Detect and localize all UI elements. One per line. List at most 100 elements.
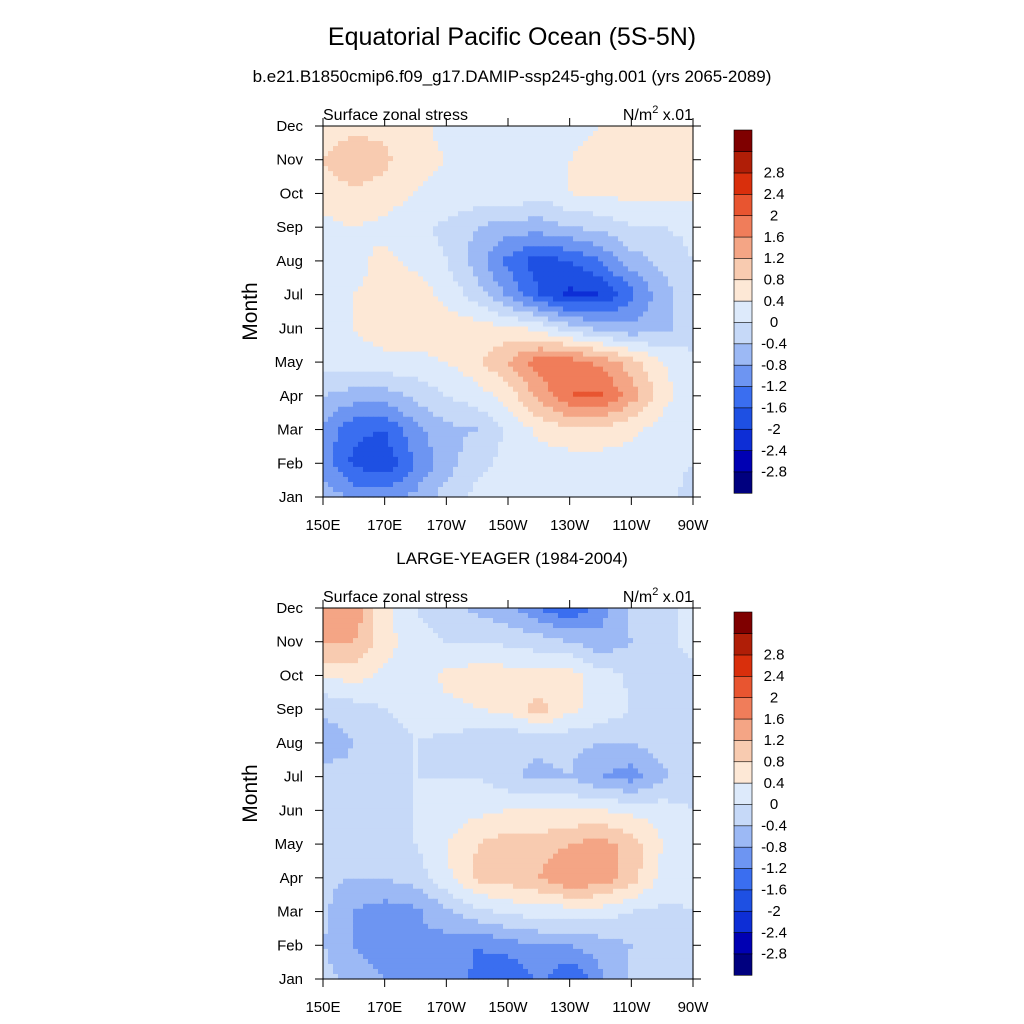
contour-cell [558, 201, 564, 207]
contour-cell [488, 176, 494, 182]
contour-cell [378, 446, 384, 453]
contour-cell [343, 281, 349, 288]
contour-cell [508, 411, 514, 418]
contour-cell [408, 296, 414, 303]
contour-cell [403, 156, 409, 162]
contour-cell [623, 266, 629, 272]
contour-cell [393, 371, 399, 378]
contour-cell [528, 306, 534, 313]
contour-cell [328, 296, 334, 303]
contour-cell [328, 431, 334, 438]
contour-cell [648, 366, 654, 373]
contour-cell [618, 446, 624, 453]
contour-cell [568, 236, 574, 242]
contour-cell [328, 216, 334, 222]
contour-cell [478, 356, 484, 363]
contour-cell [403, 171, 409, 177]
contour-cell [473, 356, 479, 363]
contour-cell [358, 161, 364, 167]
contour-cell [438, 351, 444, 358]
contour-cell [443, 356, 449, 363]
contour-cell [408, 206, 414, 212]
contour-cell [558, 441, 564, 448]
contour-cell [618, 311, 624, 318]
contour-cell [423, 401, 429, 408]
contour-cell [513, 426, 519, 433]
contour-cell [568, 406, 574, 413]
contour-cell [553, 186, 559, 192]
contour-cell [443, 326, 449, 333]
contour-cell [438, 356, 444, 363]
contour-cell [473, 246, 479, 252]
contour-cell [448, 221, 454, 227]
contour-cell [688, 251, 694, 257]
contour-cell [623, 371, 629, 378]
contour-cell [448, 446, 454, 453]
contour-cell [513, 411, 519, 418]
contour-cell [358, 311, 364, 318]
contour-cell [333, 191, 339, 197]
contour-cell [683, 296, 689, 303]
contour-cell [673, 381, 679, 388]
contour-cell [518, 336, 524, 343]
contour-cell [463, 221, 469, 227]
contour-cell [613, 171, 619, 177]
contour-cell [678, 211, 684, 217]
contour-cell [613, 366, 619, 373]
contour-cell [393, 366, 399, 373]
contour-cell [428, 436, 434, 443]
contour-cell [443, 341, 449, 348]
contour-cell [553, 281, 559, 288]
contour-cell [633, 291, 639, 298]
contour-cell [488, 151, 494, 157]
contour-cell [678, 321, 684, 328]
contour-cell [633, 356, 639, 363]
contour-cell [458, 236, 464, 242]
contour-cell [363, 226, 369, 232]
contour-cell [388, 126, 394, 132]
contour-cell [448, 191, 454, 197]
contour-cell [563, 201, 569, 207]
contour-cell [548, 126, 554, 132]
contour-cell [518, 181, 524, 187]
contour-cell [558, 246, 564, 252]
contour-cell [653, 166, 659, 172]
contour-cell [368, 231, 374, 237]
contour-cell [418, 401, 424, 408]
contour-cell [423, 201, 429, 207]
contour-cell [508, 381, 514, 388]
contour-cell [598, 351, 604, 358]
contour-cell [328, 206, 334, 212]
contour-cell [648, 126, 654, 132]
contour-cell [333, 131, 339, 137]
contour-cell [363, 336, 369, 343]
contour-cell [378, 411, 384, 418]
contour-cell [668, 131, 674, 137]
contour-cell [383, 166, 389, 172]
contour-cell [673, 136, 679, 142]
contour-cell [493, 316, 499, 323]
contour-cell [678, 231, 684, 237]
contour-cell [393, 376, 399, 383]
contour-cell [488, 206, 494, 212]
contour-cell [658, 146, 664, 152]
contour-cell [643, 326, 649, 333]
contour-cell [478, 156, 484, 162]
contour-cell [473, 291, 479, 298]
contour-cell [618, 331, 624, 338]
contour-cell [388, 461, 394, 468]
contour-cell [618, 171, 624, 177]
contour-cell [458, 171, 464, 177]
contour-cell [573, 226, 579, 232]
contour-cell [438, 231, 444, 237]
contour-cell [588, 296, 594, 303]
contour-cell [418, 366, 424, 373]
contour-cell [473, 176, 479, 182]
contour-cell [598, 286, 604, 293]
contour-cell [678, 161, 684, 167]
contour-cell [508, 276, 514, 283]
contour-cell [643, 426, 649, 433]
contour-cell [638, 271, 644, 277]
contour-cell [358, 371, 364, 378]
contour-cell [463, 131, 469, 137]
